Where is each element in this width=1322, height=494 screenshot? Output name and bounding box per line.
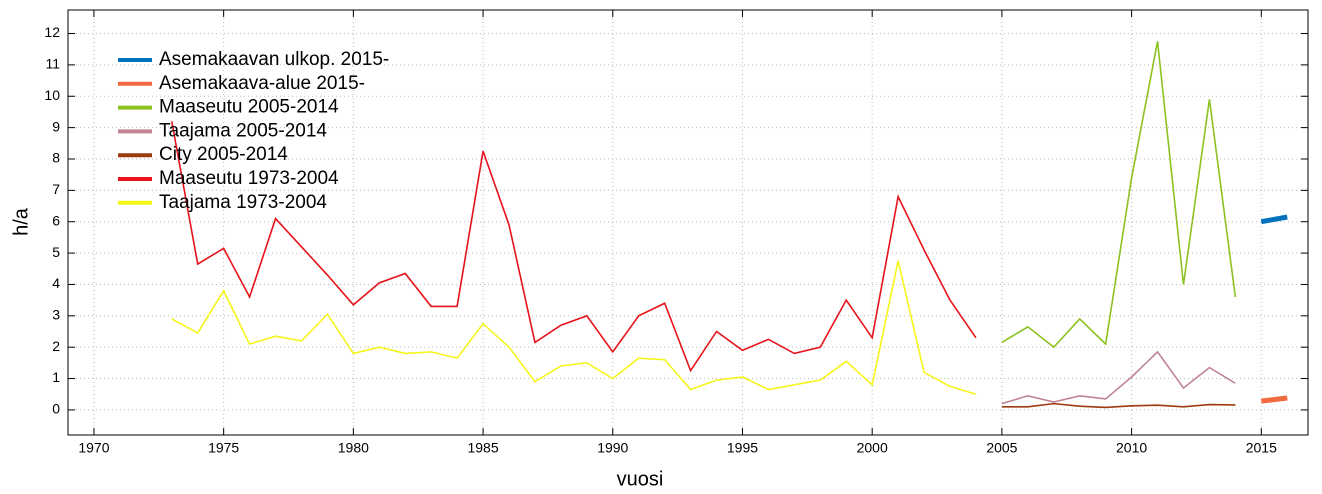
y-tick-label: 2	[52, 338, 60, 354]
legend-label: Taajama 1973-2004	[159, 192, 327, 213]
plot-frame	[67, 9, 1309, 436]
legend-label: Maaseutu 2005-2014	[159, 97, 339, 118]
y-tick-label: 9	[52, 118, 60, 134]
series-line	[1261, 395, 1288, 404]
x-tick-label: 2005	[986, 440, 1017, 456]
legend-label: Taajama 2005-2014	[159, 120, 327, 141]
series-line	[1001, 350, 1236, 405]
y-tick-label: 11	[45, 56, 60, 72]
y-tick-label: 12	[44, 24, 60, 40]
x-tick-label: 2010	[1116, 440, 1147, 456]
series-line	[170, 121, 977, 373]
series-line	[1001, 402, 1236, 409]
x-axis-label: vuosi	[617, 468, 664, 490]
x-tick-label: 2015	[1246, 440, 1277, 456]
legend-label: City 2005-2014	[159, 144, 288, 165]
x-tick-label: 1970	[78, 440, 109, 456]
x-tick-label: 1990	[597, 440, 628, 456]
y-axis-label: h/a	[10, 207, 32, 236]
y-tick-label: 10	[44, 87, 60, 103]
y-tick-label: 6	[52, 212, 60, 228]
x-tick-label: 1985	[467, 440, 498, 456]
legend-label: Asemakaava-alue 2015-	[159, 73, 365, 94]
legend-label: Asemakaavan ulkop. 2015-	[159, 49, 389, 70]
series-line	[1001, 41, 1237, 349]
legend-label: Maaseutu 1973-2004	[159, 168, 339, 189]
y-tick-label: 8	[52, 150, 60, 166]
y-tick-label: 4	[52, 275, 60, 291]
x-tick-label: 1995	[727, 440, 758, 456]
y-tick-label: 1	[52, 369, 60, 385]
series-line	[1260, 214, 1288, 225]
x-tick-label: 2000	[857, 440, 888, 456]
y-tick-label: 0	[52, 401, 60, 417]
series-line	[171, 260, 977, 395]
x-tick-label: 1975	[208, 440, 239, 456]
y-tick-label: 3	[52, 307, 60, 323]
y-tick-label: 5	[52, 244, 60, 260]
y-tick-label: 7	[52, 181, 60, 197]
x-tick-label: 1980	[338, 440, 369, 456]
